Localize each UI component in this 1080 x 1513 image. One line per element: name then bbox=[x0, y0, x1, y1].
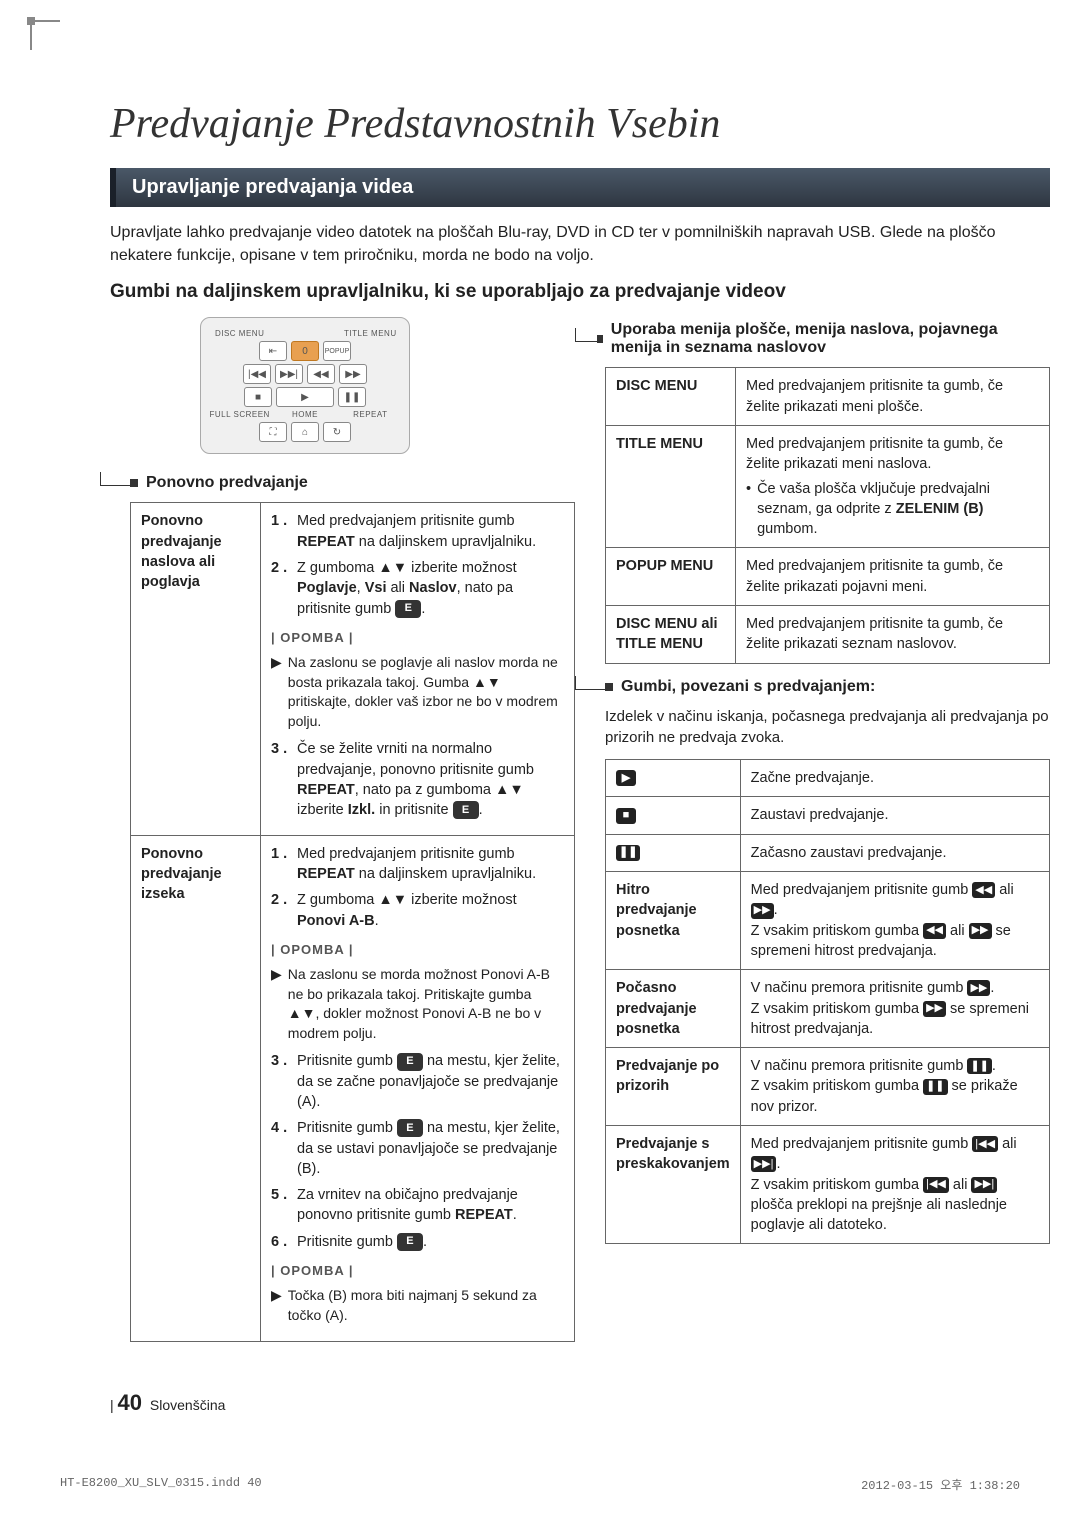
remote-btn: ❚❚ bbox=[338, 387, 366, 407]
play-icon-cell: ▶ bbox=[606, 760, 741, 797]
page-footer: | 40 Slovenščina bbox=[110, 1390, 1050, 1416]
play-row-label: Počasno predvajanje posnetka bbox=[606, 970, 741, 1048]
section-heading: Upravljanje predvajanja videa bbox=[110, 168, 1050, 207]
play-row-label: Predvajanje s preskakovanjem bbox=[606, 1126, 741, 1244]
remote-label: FULL SCREEN bbox=[209, 410, 270, 419]
play-icon-cell: ❚❚ bbox=[606, 834, 741, 871]
skip-fwd-icon: ▶▶| bbox=[751, 1156, 777, 1172]
remote-label: DISC MENU bbox=[209, 329, 270, 338]
remote-btn: POPUP bbox=[323, 341, 351, 361]
remote-diagram: DISC MENU TITLE MENU ⇤ 0 POPUP |◀◀ ▶▶| ◀… bbox=[200, 317, 410, 454]
enter-icon: E bbox=[397, 1119, 423, 1137]
page-number: 40 bbox=[118, 1390, 142, 1415]
h3-repeat-text: Ponovno predvajanje bbox=[146, 474, 308, 492]
pause-icon: ❚❚ bbox=[616, 845, 640, 861]
remote-btn: |◀◀ bbox=[243, 364, 271, 384]
remote-btn: ▶ bbox=[276, 387, 334, 407]
subheading: Gumbi na daljinskem upravljalniku, ki se… bbox=[110, 281, 1050, 303]
page-lang: Slovenščina bbox=[150, 1397, 226, 1413]
page-corner bbox=[30, 20, 60, 50]
menu-row-text: Med predvajanjem pritisnite ta gumb, če … bbox=[736, 548, 1050, 606]
play-desc: Zaustavi predvajanje. bbox=[740, 797, 1049, 834]
repeat-row1-label: Ponovno predvajanje naslova ali poglavja bbox=[131, 503, 261, 835]
h3-menu-text: Uporaba menija plošče, menija naslova, p… bbox=[611, 321, 1050, 357]
ffwd-icon: ▶▶ bbox=[923, 1001, 946, 1017]
h3-repeat: Ponovno predvajanje bbox=[130, 474, 575, 492]
menu-row-label: DISC MENU ali TITLE MENU bbox=[606, 606, 736, 664]
note-label: | OPOMBA | bbox=[271, 1258, 564, 1284]
remote-btn: ↻ bbox=[323, 422, 351, 442]
remote-btn: ▶▶ bbox=[339, 364, 367, 384]
remote-btn: ◀◀ bbox=[307, 364, 335, 384]
remote-btn: ⌂ bbox=[291, 422, 319, 442]
ffwd-icon: ▶▶ bbox=[751, 903, 774, 919]
remote-label: HOME bbox=[274, 410, 335, 419]
rewind-icon: ◀◀ bbox=[923, 923, 946, 939]
repeat-table: Ponovno predvajanje naslova ali poglavja… bbox=[130, 502, 575, 1342]
play-row-body: V načinu premora pritisnite gumb ❚❚. Z v… bbox=[740, 1048, 1049, 1126]
play-table: ▶ Začne predvajanje. ■ Zaustavi predvajanj… bbox=[605, 759, 1050, 1244]
enter-icon: E bbox=[397, 1053, 423, 1071]
skip-back-icon: |◀◀ bbox=[972, 1136, 998, 1152]
play-intro: Izdelek v načinu iskanja, počasnega pred… bbox=[605, 706, 1050, 750]
repeat-row2-label: Ponovno predvajanje izseka bbox=[131, 835, 261, 1342]
menu-row-label: POPUP MENU bbox=[606, 548, 736, 606]
menu-row-text: Med predvajanjem pritisnite ta gumb, če … bbox=[736, 425, 1050, 547]
play-row-body: Med predvajanjem pritisnite gumb |◀◀ ali… bbox=[740, 1126, 1049, 1244]
menu-row-text: Med predvajanjem pritisnite ta gumb, če … bbox=[736, 368, 1050, 426]
play-row-body: V načinu premora pritisnite gumb ▶▶. Z v… bbox=[740, 970, 1049, 1048]
repeat-row1-body: 1 .Med predvajanjem pritisnite gumb REPE… bbox=[261, 503, 575, 835]
play-row-body: Med predvajanjem pritisnite gumb ◀◀ ali … bbox=[740, 872, 1049, 970]
play-desc: Začne predvajanje. bbox=[740, 760, 1049, 797]
enter-icon: E bbox=[453, 801, 479, 819]
play-row-label: Predvajanje po prizorih bbox=[606, 1048, 741, 1126]
menu-row-label: TITLE MENU bbox=[606, 425, 736, 547]
play-desc: Začasno zaustavi predvajanje. bbox=[740, 834, 1049, 871]
menu-row-label: DISC MENU bbox=[606, 368, 736, 426]
menu-table: DISC MENU Med predvajanjem pritisnite ta… bbox=[605, 367, 1050, 663]
remote-btn: 0 bbox=[291, 341, 319, 361]
rewind-icon: ◀◀ bbox=[972, 882, 995, 898]
play-row-label: Hitro predvajanje posnetka bbox=[606, 872, 741, 970]
skip-back-icon: |◀◀ bbox=[923, 1177, 949, 1193]
repeat-row2-body: 1 .Med predvajanjem pritisnite gumb REPE… bbox=[261, 835, 575, 1342]
note-label: | OPOMBA | bbox=[271, 625, 564, 651]
remote-btn: ⇤ bbox=[259, 341, 287, 361]
enter-icon: E bbox=[395, 600, 421, 618]
remote-label: REPEAT bbox=[340, 410, 401, 419]
remote-btn: ▶▶| bbox=[275, 364, 303, 384]
pause-icon: ❚❚ bbox=[923, 1079, 947, 1095]
ffwd-icon: ▶▶ bbox=[969, 923, 992, 939]
ffwd-icon: ▶▶ bbox=[967, 980, 990, 996]
page-title: Predvajanje Predstavnostnih Vsebin bbox=[110, 100, 1050, 148]
stop-icon: ■ bbox=[616, 808, 636, 824]
h3-play-text: Gumbi, povezani s predvajanjem: bbox=[621, 678, 875, 696]
h3-play: Gumbi, povezani s predvajanjem: bbox=[605, 678, 1050, 696]
intro-text: Upravljate lahko predvajanje video datot… bbox=[110, 221, 1050, 267]
left-column: DISC MENU TITLE MENU ⇤ 0 POPUP |◀◀ ▶▶| ◀… bbox=[130, 317, 575, 1356]
right-column: Uporaba menija plošče, menija naslova, p… bbox=[605, 317, 1050, 1356]
h3-menu: Uporaba menija plošče, menija naslova, p… bbox=[605, 321, 1050, 357]
note-label: | OPOMBA | bbox=[271, 937, 564, 963]
remote-btn: ⛶ bbox=[259, 422, 287, 442]
skip-fwd-icon: ▶▶| bbox=[971, 1177, 997, 1193]
pause-icon: ❚❚ bbox=[967, 1058, 991, 1074]
enter-icon: E bbox=[397, 1233, 423, 1251]
menu-row-text: Med predvajanjem pritisnite ta gumb, če … bbox=[736, 606, 1050, 664]
remote-btn: ■ bbox=[244, 387, 272, 407]
play-icon-cell: ■ bbox=[606, 797, 741, 834]
remote-label: TITLE MENU bbox=[340, 329, 401, 338]
play-icon: ▶ bbox=[616, 770, 636, 786]
